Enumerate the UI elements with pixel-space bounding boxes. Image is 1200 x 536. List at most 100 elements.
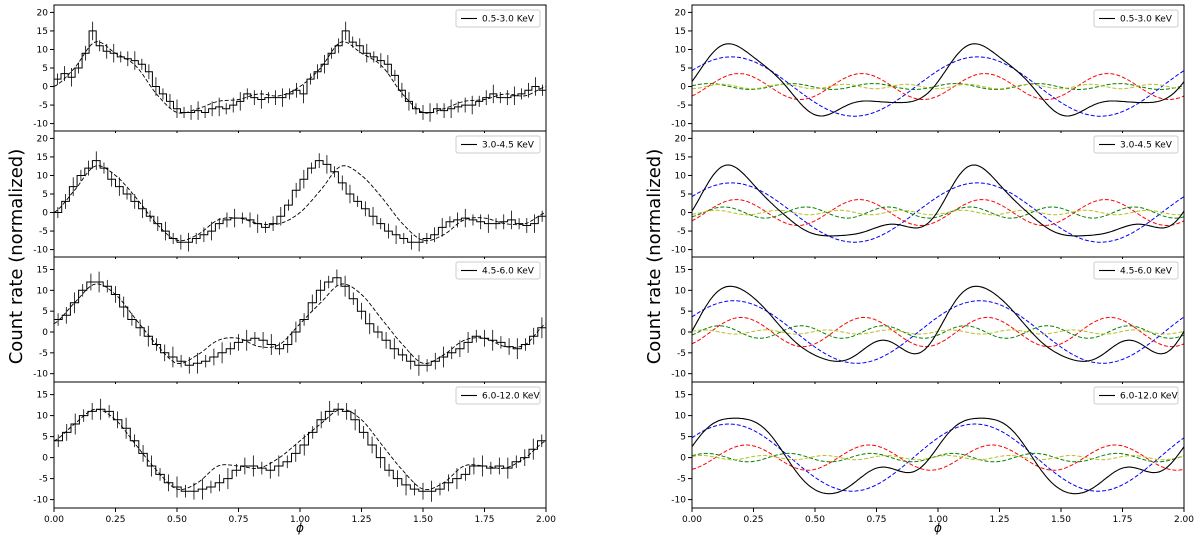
legend: 4.5-6.0 KeV: [1093, 261, 1179, 280]
y-tick-label: -5: [39, 349, 48, 359]
y-tick-label: -10: [33, 496, 48, 506]
legend-label: 0.5-3.0 KeV: [1120, 15, 1173, 25]
y-axis-label: Count rate (normalized): [644, 149, 665, 365]
right-subplot-3: -10 -5 0 5 10 15 4.5-6.0 KeV: [671, 256, 1185, 384]
histogram-series: [54, 160, 546, 243]
y-tick-label: 0: [680, 83, 686, 93]
y-tick-label: 5: [680, 307, 686, 317]
legend-box: [1093, 9, 1179, 28]
legend-label: 3.0-4.5 KeV: [482, 141, 535, 151]
left-chart: -10 -5 0 5 10 15 20 0.5-3.0 KeV -10 -5 0 5 10 15 20 3.0…: [6, 4, 556, 535]
y-tick-label: -10: [33, 370, 48, 380]
y-tick-label: 15: [675, 391, 686, 401]
histogram-series: [54, 408, 546, 492]
harmonic-1-curve: [692, 56, 1184, 117]
y-tick-label: 5: [680, 190, 686, 200]
legend-label: 6.0-12.0 KeV: [1120, 392, 1178, 402]
x-tick-label: 1.50: [413, 515, 433, 525]
total-fit-curve: [692, 417, 1184, 495]
x-tick-label: 0.50: [167, 515, 187, 525]
y-tick-label: -5: [677, 349, 686, 359]
plot-area: [692, 417, 1184, 495]
y-tick-label: 15: [675, 153, 686, 163]
legend-label: 6.0-12.0 KeV: [482, 392, 540, 402]
y-tick-label: 15: [37, 153, 48, 163]
right-chart: -10 -5 0 5 10 15 20 0.5-3.0 KeV -10 -5 0 5 10 15 20 3.0…: [644, 4, 1194, 535]
x-tick-label: 1.25: [989, 515, 1009, 525]
y-axis-label: Count rate (normalized): [6, 149, 27, 365]
x-tick-label: 2.00: [1174, 515, 1194, 525]
model-curve: [54, 41, 546, 114]
harmonic-3-curve: [692, 452, 1184, 463]
x-tick-label: 1.75: [474, 515, 494, 525]
plot-area: [692, 285, 1184, 364]
legend: 4.5-6.0 KeV: [455, 261, 541, 280]
total-fit-curve: [692, 164, 1184, 237]
y-tick-label: -10: [33, 246, 48, 256]
model-curve: [54, 283, 546, 364]
y-tick-label: 15: [37, 266, 48, 276]
y-tick-label: 0: [42, 209, 48, 219]
y-tick-label: 10: [675, 45, 687, 55]
legend: 6.0-12.0 KeV: [1093, 386, 1179, 405]
right-subplot-2: -10 -5 0 5 10 15 20 3.0-4.5 KeV: [671, 130, 1185, 259]
x-tick-label: 0.75: [228, 515, 248, 525]
y-tick-label: 10: [675, 171, 687, 181]
x-axis-label: ϕ: [934, 521, 942, 535]
x-tick-label: 0.25: [743, 515, 763, 525]
harmonic-1-curve: [692, 423, 1184, 492]
y-tick-label: 10: [675, 286, 687, 296]
legend-box: [455, 261, 541, 280]
legend-label: 4.5-6.0 KeV: [482, 267, 535, 277]
y-tick-label: 10: [37, 45, 49, 55]
x-axis-label: ϕ: [296, 521, 304, 535]
y-tick-label: 10: [37, 286, 49, 296]
y-tick-label: 15: [37, 391, 48, 401]
y-tick-label: 15: [675, 27, 686, 37]
y-tick-label: 10: [675, 412, 687, 422]
legend: 6.0-12.0 KeV: [455, 386, 541, 405]
y-tick-label: -10: [671, 120, 686, 130]
y-tick-label: -5: [677, 475, 686, 485]
model-curve: [54, 165, 546, 242]
y-tick-label: 0: [680, 454, 686, 464]
legend: 0.5-3.0 KeV: [1093, 9, 1179, 28]
right-subplot-4: -10 -5 0 5 10 15 0.00 0.25 0.50 0.75 1.00 1.25 1.50 1…: [671, 381, 1194, 525]
y-tick-label: 20: [37, 134, 49, 144]
y-tick-label: -10: [671, 496, 686, 506]
y-tick-label: 10: [37, 412, 49, 422]
y-tick-label: 0: [680, 328, 686, 338]
left-subplot-4: -10 -5 0 5 10 15 0.00 0.25 0.50 0.75 1.00 1.25 1.50 1…: [33, 381, 556, 525]
y-tick-label: -10: [671, 370, 686, 380]
y-tick-label: 15: [37, 27, 48, 37]
x-tick-label: 1.00: [928, 515, 948, 525]
y-tick-label: 15: [675, 266, 686, 276]
y-tick-label: -5: [39, 101, 48, 111]
histogram-series: [54, 277, 546, 366]
harmonic-1-curve: [692, 182, 1184, 243]
legend: 3.0-4.5 KeV: [455, 135, 541, 154]
y-tick-label: 10: [37, 171, 49, 181]
y-tick-label: 20: [37, 8, 49, 18]
harmonic-4-curve: [692, 83, 1184, 90]
x-tick-label: 0.00: [682, 515, 702, 525]
y-tick-label: 20: [675, 8, 687, 18]
left-subplot-2: -10 -5 0 5 10 15 20 3.0-4.5 KeV: [33, 130, 547, 259]
legend-box: [1093, 386, 1179, 405]
x-tick-label: 1.50: [1051, 515, 1071, 525]
x-tick-label: 0.25: [105, 515, 125, 525]
y-tick-label: -5: [677, 227, 686, 237]
harmonic-2-curve: [692, 444, 1184, 471]
x-tick-label: 1.25: [351, 515, 371, 525]
x-tick-label: 2.00: [536, 515, 556, 525]
y-tick-label: 5: [42, 433, 48, 443]
plot-area: [692, 43, 1184, 117]
y-tick-label: 0: [42, 83, 48, 93]
y-tick-label: -10: [33, 120, 48, 130]
y-tick-label: 5: [42, 307, 48, 317]
y-tick-label: 0: [680, 209, 686, 219]
legend-box: [455, 9, 541, 28]
y-tick-label: -5: [39, 227, 48, 237]
y-tick-label: 5: [680, 64, 686, 74]
